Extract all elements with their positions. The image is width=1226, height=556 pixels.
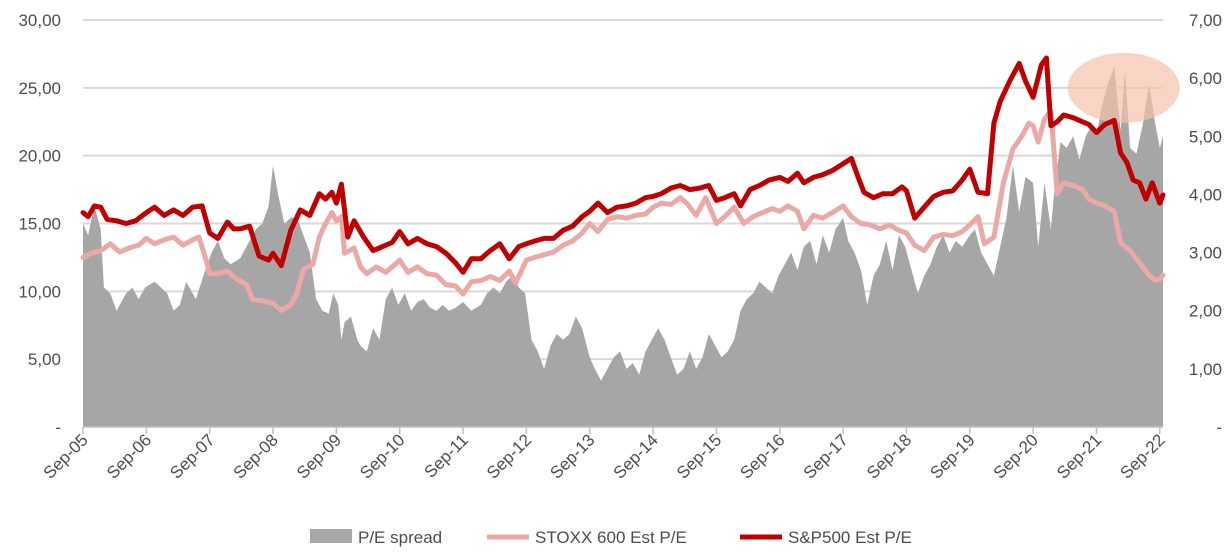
series-line-s-p500-est-p-e — [80, 55, 1166, 275]
y-left-tick-label: 20,00 — [18, 147, 61, 166]
y-left-tick-label: 15,00 — [18, 215, 61, 234]
y-left-tick-label: 25,00 — [18, 79, 61, 98]
highlight-ellipse — [1067, 52, 1180, 123]
x-tick-label: Sep-16 — [736, 430, 788, 482]
x-tick-label: Sep-10 — [356, 430, 408, 482]
legend-swatch — [310, 529, 352, 543]
x-tick-label: Sep-14 — [610, 430, 662, 482]
legend-label: P/E spread — [358, 528, 442, 547]
series-area-p-e-spread — [83, 66, 1163, 427]
x-tick-label: Sep-20 — [990, 430, 1042, 482]
y-right-tick-label: 3,00 — [1189, 244, 1222, 263]
y-right-tick-label: 7,00 — [1189, 11, 1222, 30]
x-tick-label: Sep-13 — [546, 430, 598, 482]
series-line-stoxx-600-est-p-e — [80, 108, 1166, 313]
highlight-layer — [1067, 52, 1180, 123]
y-right-tick-label: 2,00 — [1189, 302, 1222, 321]
x-tick-label: Sep-09 — [293, 430, 345, 482]
x-tick-label: Sep-21 — [1053, 430, 1105, 482]
x-tick-label: Sep-08 — [230, 430, 282, 482]
legend: P/E spread STOXX 600 Est P/E S&P500 Est P/… — [310, 528, 912, 547]
x-tick-label: Sep-15 — [673, 430, 725, 482]
x-tick-label: Sep-06 — [103, 430, 155, 482]
legend-item-s-p500-est-p-e: S&P500 Est P/E — [740, 528, 912, 547]
x-tick-label: Sep-18 — [863, 430, 915, 482]
x-tick-label: Sep-22 — [1116, 430, 1168, 482]
y-right-tick-label: 4,00 — [1189, 185, 1222, 204]
legend-item-p-e-spread: P/E spread — [310, 528, 442, 547]
legend-label: S&P500 Est P/E — [788, 528, 912, 547]
area-layer — [83, 66, 1163, 427]
x-tick-label: Sep-07 — [166, 430, 218, 482]
y-left-tick-label: 5,00 — [28, 350, 61, 369]
y-left-tick-label: - — [55, 418, 61, 437]
line-layer — [80, 55, 1166, 313]
x-tick-label: Sep-17 — [800, 430, 852, 482]
x-tick-label: Sep-12 — [483, 430, 535, 482]
y-right-tick-label: 1,00 — [1189, 360, 1222, 379]
x-tick-label: Sep-05 — [40, 430, 92, 482]
y-right-tick-label: 5,00 — [1189, 127, 1222, 146]
y-right-tick-label: - — [1216, 418, 1222, 437]
x-tick-label: Sep-19 — [926, 430, 978, 482]
legend-item-stoxx-600-est-p-e: STOXX 600 Est P/E — [487, 528, 687, 547]
y-left-tick-label: 30,00 — [18, 11, 61, 30]
x-tick-label: Sep-11 — [421, 430, 472, 481]
y-right-tick-label: 6,00 — [1189, 69, 1222, 88]
legend-label: STOXX 600 Est P/E — [535, 528, 687, 547]
y-left-tick-label: 10,00 — [18, 282, 61, 301]
